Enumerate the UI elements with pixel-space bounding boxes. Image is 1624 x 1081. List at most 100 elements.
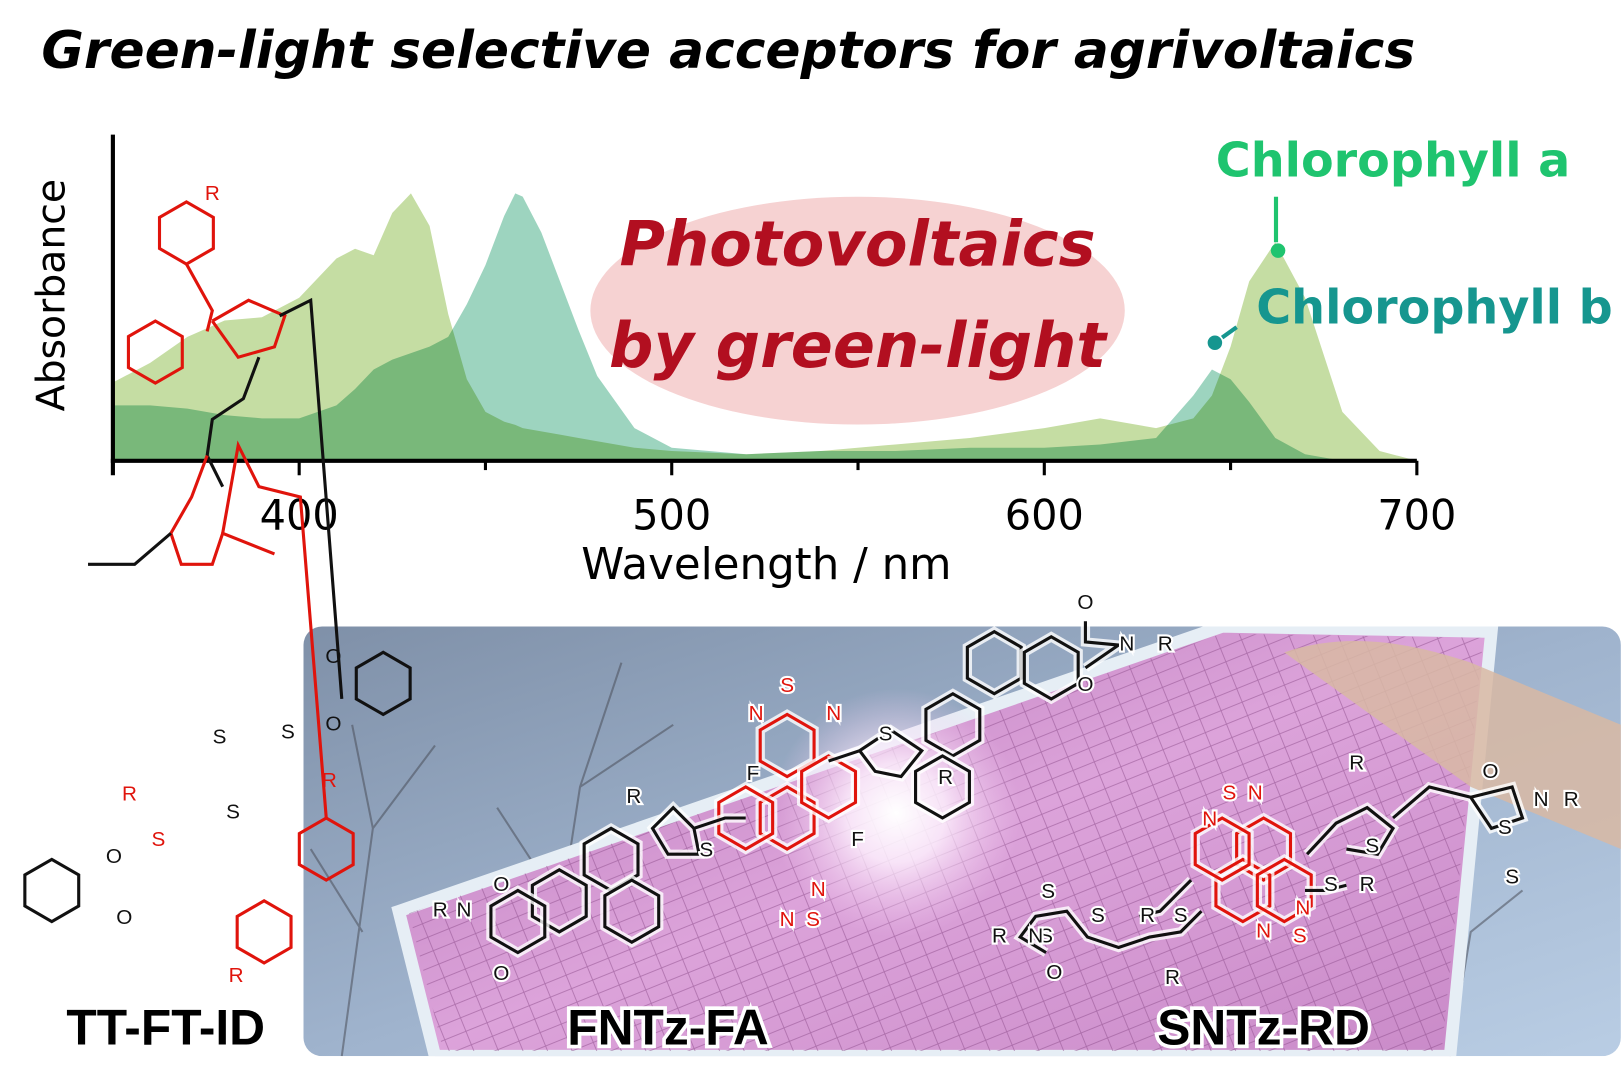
atom-label: O xyxy=(1077,673,1093,696)
atom-label: S xyxy=(1222,782,1236,805)
atom-label: S xyxy=(152,828,166,851)
atom-label: N xyxy=(1534,788,1549,811)
atom-label: R xyxy=(229,964,244,987)
x-axis-label: Wavelength / nm xyxy=(581,540,951,590)
atom-label: S xyxy=(699,839,713,862)
atom-label: R xyxy=(1140,904,1155,927)
atom-label: S xyxy=(780,674,794,697)
bond xyxy=(185,263,214,332)
ring xyxy=(603,878,661,945)
atom-label: R xyxy=(1349,752,1364,775)
atom-label: O xyxy=(1046,961,1062,984)
ring xyxy=(530,867,588,934)
atom-label: S xyxy=(226,800,240,823)
atom-label: S xyxy=(1091,904,1105,927)
ring xyxy=(717,785,775,851)
atom-label: R xyxy=(626,785,641,808)
atom-label: N xyxy=(749,702,764,725)
ring xyxy=(126,319,184,385)
ring xyxy=(354,650,412,717)
atom-label: F xyxy=(747,762,760,785)
atom-label: S xyxy=(1039,925,1053,948)
atom-label: R xyxy=(1165,966,1180,989)
atom-label: R xyxy=(992,925,1007,948)
atom-label: S xyxy=(213,726,227,749)
highlight-oval xyxy=(590,196,1125,425)
leader-dot xyxy=(1270,243,1286,258)
x-tick-label: 500 xyxy=(632,492,711,540)
ring xyxy=(800,754,858,820)
leader-dot xyxy=(1207,335,1223,350)
atom-label: N xyxy=(1248,782,1263,805)
atom-label: O xyxy=(493,962,509,985)
bond xyxy=(278,297,344,700)
bond xyxy=(828,728,925,779)
atom-label: R xyxy=(938,766,953,789)
atom-label: R xyxy=(1360,873,1375,896)
atom-label: S xyxy=(1041,880,1055,903)
y-axis-label: Absorbance xyxy=(28,179,74,411)
ring xyxy=(489,888,547,955)
compound-name: FNTz-FA xyxy=(567,999,768,1055)
leader-line xyxy=(1220,325,1238,340)
bond xyxy=(211,298,287,360)
annotation: by green-light xyxy=(609,309,1108,382)
atom-label: S xyxy=(1505,866,1519,889)
bond xyxy=(1305,883,1347,893)
compound-name: TT-FT-ID xyxy=(66,999,265,1055)
atom-label: S xyxy=(1365,834,1379,857)
atom-label: N xyxy=(1295,897,1310,920)
atom-label: S xyxy=(879,723,893,746)
atom-label: N xyxy=(826,702,841,725)
atom-label: O xyxy=(325,645,341,668)
atom-label: R xyxy=(205,182,220,205)
page-title: Green-light selective acceptors for agri… xyxy=(41,21,1415,81)
ring xyxy=(235,899,293,965)
ring xyxy=(758,785,816,851)
atom-label: S xyxy=(281,721,295,744)
bond xyxy=(1017,909,1203,954)
ring xyxy=(1022,635,1080,701)
atom-label: S xyxy=(1324,873,1338,896)
ring xyxy=(297,816,355,882)
annotation: Photovoltaics xyxy=(620,208,1096,281)
bond xyxy=(88,532,172,566)
series-label: Chlorophyll b xyxy=(1256,281,1613,336)
ring xyxy=(23,857,81,924)
area-series xyxy=(112,193,1417,461)
atom-label: R xyxy=(433,899,448,922)
ring xyxy=(1193,816,1251,882)
atom-label: N xyxy=(811,878,826,901)
x-tick-label: 700 xyxy=(1377,492,1456,540)
bond xyxy=(1138,879,1193,918)
bond xyxy=(650,805,746,856)
atom-label: S xyxy=(1174,904,1188,927)
atom-label: S xyxy=(1293,925,1307,948)
bond xyxy=(205,356,261,488)
atom-label: N xyxy=(780,908,795,931)
compound-name: SNTz-RD xyxy=(1157,999,1370,1055)
ring xyxy=(1255,857,1313,924)
atom-label: O xyxy=(1077,591,1093,614)
atom-label: F xyxy=(851,828,864,851)
ring xyxy=(965,629,1023,696)
atom-label: O xyxy=(493,873,509,896)
atom-label: N xyxy=(1202,808,1217,831)
ring xyxy=(157,200,215,266)
atom-label: O xyxy=(116,906,132,929)
atom-label: N xyxy=(1028,925,1043,948)
atom-label: S xyxy=(806,908,820,931)
bond xyxy=(1305,805,1396,856)
atom-label: R xyxy=(322,769,337,792)
atom-label: R xyxy=(122,783,137,806)
bond xyxy=(1392,785,1525,831)
atom-label: N xyxy=(1119,633,1134,656)
atom-label: S xyxy=(1498,816,1512,839)
ring xyxy=(1235,816,1293,882)
series-label: Chlorophyll a xyxy=(1216,134,1571,189)
x-tick-label: 600 xyxy=(1005,492,1084,540)
